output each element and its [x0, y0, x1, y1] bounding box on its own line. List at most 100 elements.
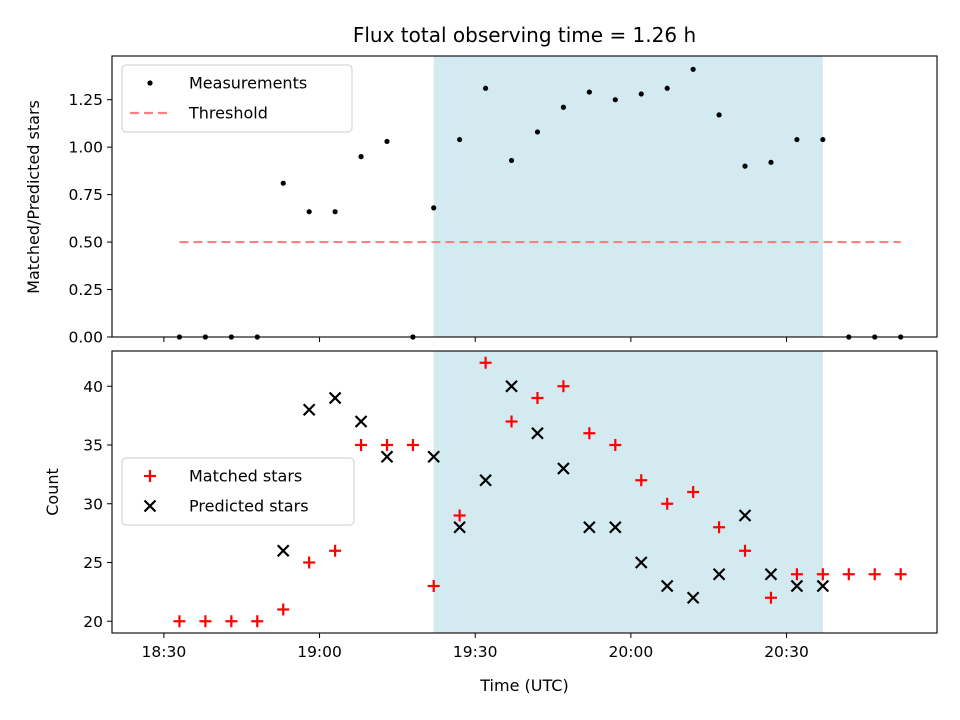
- y-tick-label: 1.00: [68, 139, 103, 157]
- y-axis-label-count: Count: [43, 468, 62, 516]
- y-axis-label-ratio: Matched/Predicted stars: [24, 100, 43, 294]
- data-point: [609, 520, 622, 534]
- data-point: [794, 136, 800, 143]
- data-point: [277, 603, 290, 616]
- series-matched-stars: [173, 356, 907, 628]
- y-tick-label: 25: [83, 554, 103, 572]
- data-point-b: [816, 579, 830, 593]
- data-point: [453, 509, 466, 522]
- data-point: [686, 591, 700, 605]
- y-tick-label: 0.25: [68, 281, 103, 299]
- data-point-b: [328, 391, 342, 405]
- data-point-b: [557, 462, 570, 475]
- legend: Matched stars Predicted stars: [121, 457, 355, 526]
- data-point: [842, 568, 855, 581]
- legend-label: Measurements: [189, 74, 307, 93]
- y-tick-label: 0.00: [68, 329, 103, 347]
- legend-label: Matched stars: [189, 467, 302, 486]
- data-point: [332, 209, 338, 215]
- data-point: [738, 509, 752, 522]
- data-point: [534, 129, 541, 135]
- data-point: [303, 556, 316, 569]
- data-point-b: [609, 520, 622, 534]
- data-point: [790, 568, 803, 581]
- axes-frame: [111, 55, 938, 338]
- data-point: [479, 356, 492, 369]
- data-point: [612, 97, 618, 103]
- data-point-b: [686, 591, 700, 605]
- data-point: [716, 112, 722, 118]
- x-tick-label: 20:00: [609, 643, 654, 661]
- data-point: [790, 579, 804, 593]
- data-point: [712, 567, 726, 581]
- x-axis-label: Time (UTC): [479, 676, 568, 695]
- legend-box: [121, 457, 355, 526]
- y-tick-label: 20: [83, 613, 103, 631]
- axes-frame: [111, 350, 938, 634]
- series-predicted-stars: [276, 379, 830, 605]
- data-point: [894, 568, 907, 581]
- data-point: [479, 473, 492, 487]
- ratio-plot-area: 0.00 0.25 0.50 0.75 1.00 1.25 Measurements Thre…: [68, 55, 938, 347]
- data-point: [687, 486, 700, 498]
- data-point: [638, 91, 644, 97]
- y-tick-label: 40: [83, 378, 103, 396]
- data-point: [380, 450, 394, 464]
- data-point: [354, 415, 368, 428]
- data-point: [868, 568, 881, 581]
- data-point: [276, 544, 290, 558]
- data-point-b: [479, 473, 492, 487]
- legend-label: Predicted stars: [189, 497, 309, 516]
- data-point: [225, 615, 238, 628]
- data-point: [635, 474, 648, 487]
- data-point-b: [790, 579, 804, 593]
- data-point: [816, 579, 830, 593]
- data-point-b: [453, 520, 466, 534]
- data-point: [427, 580, 440, 592]
- data-point: [560, 104, 567, 110]
- data-point: [358, 154, 364, 160]
- data-point: [173, 615, 186, 628]
- data-point: [199, 615, 212, 628]
- data-point-b: [634, 556, 648, 569]
- y-tick-label: 0.75: [68, 186, 103, 204]
- x-tick-label: 19:30: [453, 643, 498, 661]
- data-point: [634, 556, 648, 569]
- data-point-b: [380, 450, 394, 464]
- data-point: [355, 439, 368, 451]
- data-point: [586, 89, 592, 95]
- data-point: [482, 85, 489, 91]
- data-point: [531, 426, 544, 440]
- data-point: [664, 85, 670, 91]
- highlight-span: [433, 56, 823, 337]
- data-point-b: [427, 450, 440, 464]
- data-point: [505, 415, 518, 428]
- data-point: [280, 180, 286, 186]
- data-point: [609, 439, 622, 451]
- data-point: [816, 568, 829, 581]
- x-tick-label: 20:30: [764, 643, 809, 661]
- legend-swatch: [147, 80, 153, 86]
- data-point: [713, 521, 726, 534]
- data-point: [557, 462, 570, 475]
- data-point-b: [583, 520, 596, 534]
- x-tick-label: 18:30: [142, 643, 187, 661]
- highlight-span: [433, 351, 823, 633]
- data-point: [660, 579, 674, 593]
- data-point: [505, 379, 518, 393]
- data-point: [508, 157, 515, 164]
- legend: Measurements Threshold: [121, 64, 353, 133]
- data-point: [768, 159, 774, 165]
- data-point: [406, 439, 419, 451]
- data-point: [431, 205, 437, 211]
- y-tick-label: 35: [83, 437, 103, 455]
- data-point: [764, 567, 778, 581]
- data-point-b: [764, 567, 778, 581]
- data-point: [328, 391, 342, 405]
- legend-box: [121, 64, 353, 133]
- data-point-b: [738, 509, 752, 522]
- data-point-b: [276, 544, 290, 558]
- data-point: [381, 439, 393, 451]
- y-tick-label: 0.50: [68, 234, 103, 252]
